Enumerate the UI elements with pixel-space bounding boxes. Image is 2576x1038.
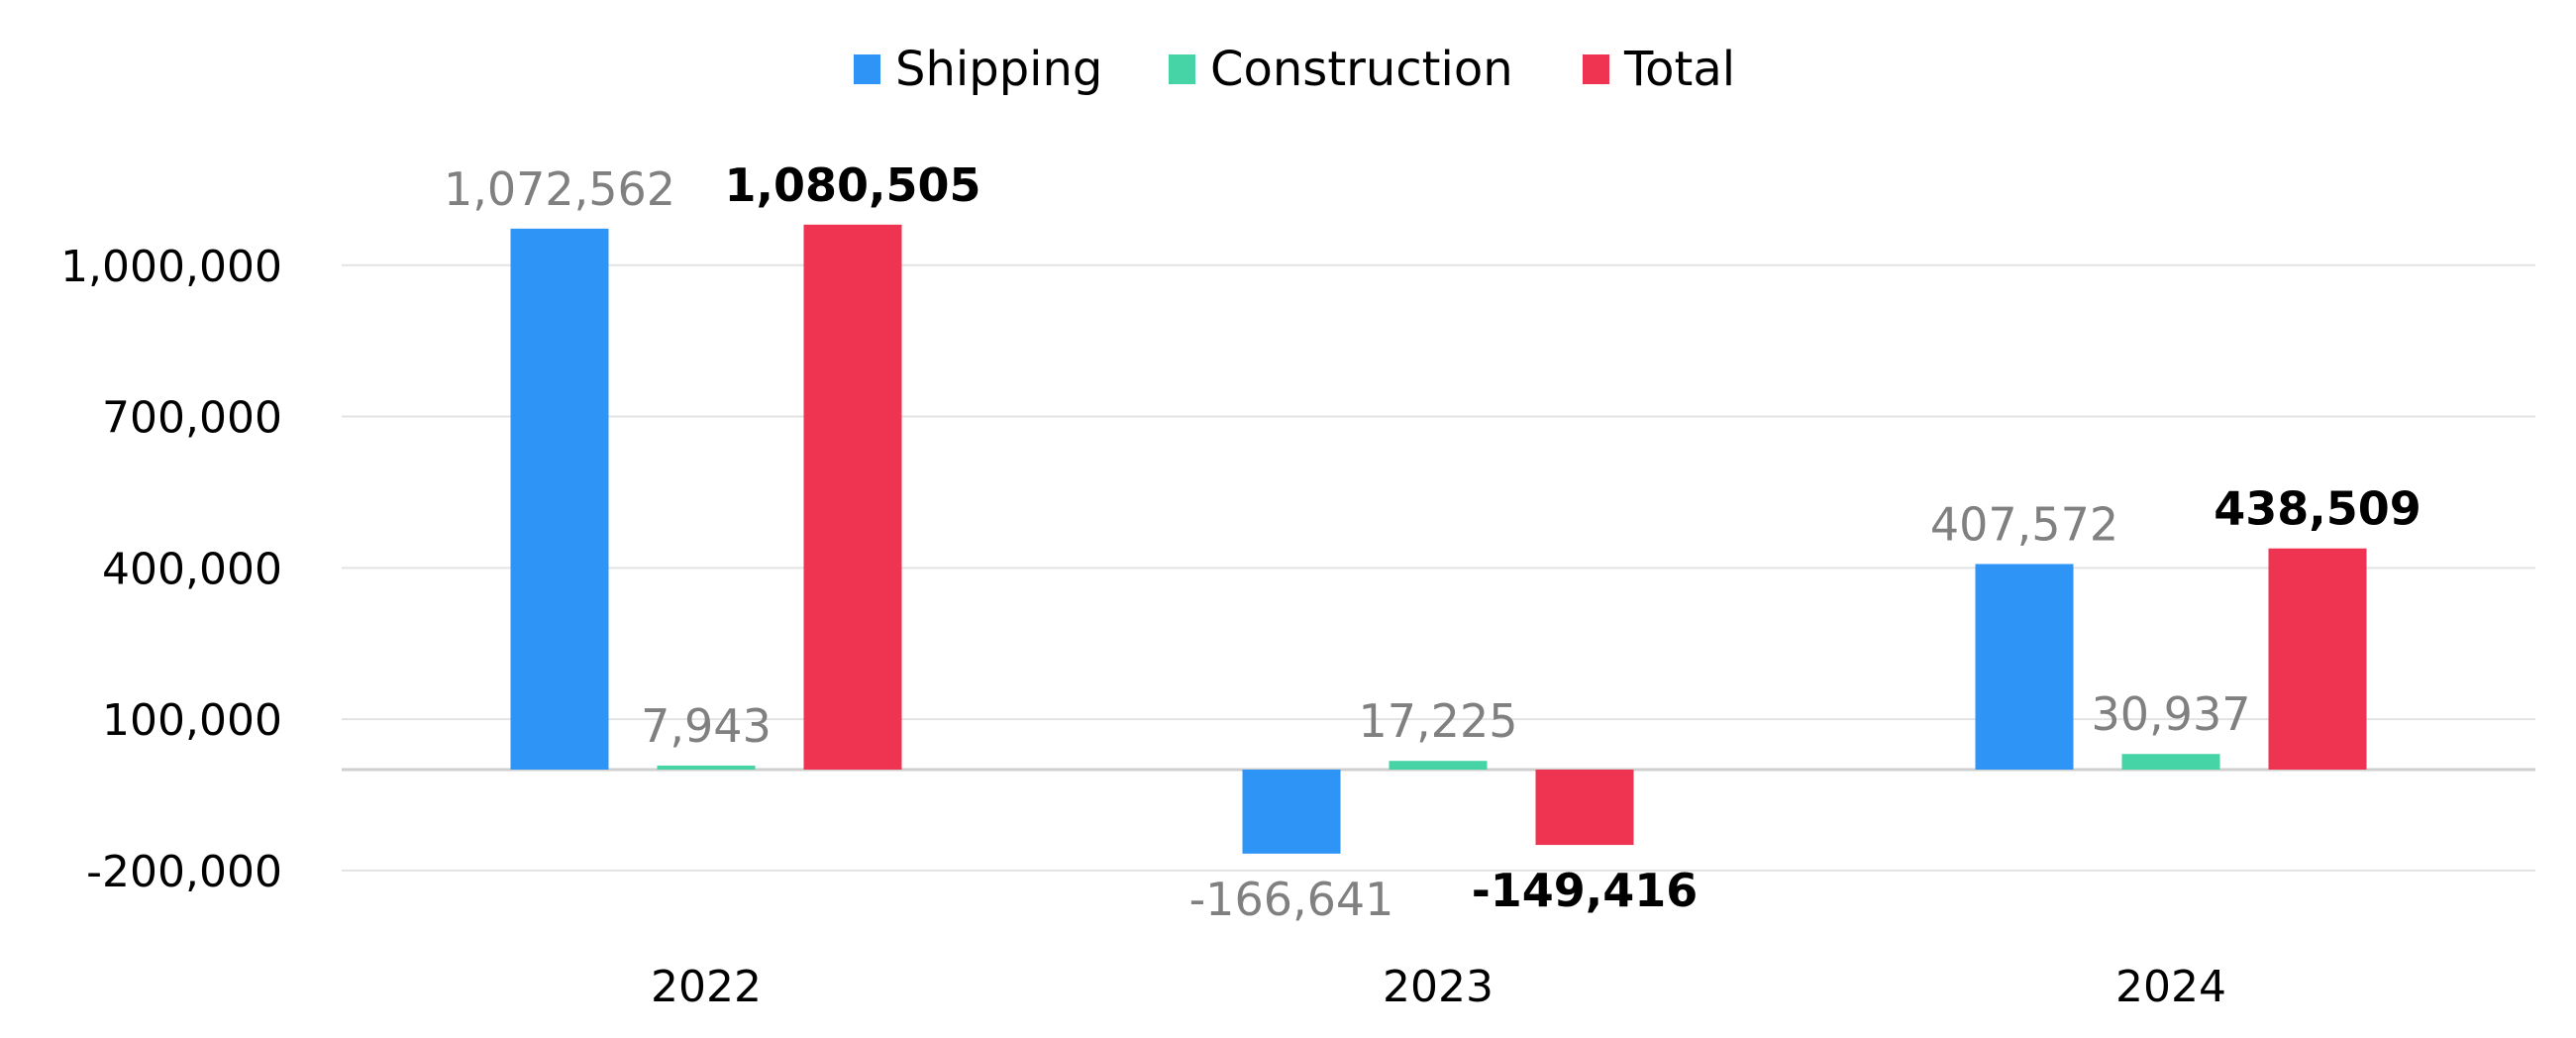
x-category-label: 2022 [651, 962, 762, 1012]
y-tick-label: 400,000 [102, 544, 282, 594]
bar-total-2023 [1535, 770, 1634, 846]
legend-swatch-construction [1169, 54, 1195, 84]
legend-swatch-total [1583, 54, 1609, 84]
y-tick-label: 100,000 [102, 695, 282, 746]
data-label-shipping-2023: -166,641 [1189, 873, 1394, 926]
legend-label-shipping: Shipping [895, 42, 1102, 97]
data-label-shipping-2024: 407,572 [1930, 497, 2118, 551]
bar-shipping-2022 [510, 228, 609, 770]
data-label-construction-2023: 17,225 [1359, 694, 1518, 748]
bar-shipping-2024 [1975, 564, 2074, 770]
legend: Shipping Construction Total [854, 42, 1735, 97]
data-label-shipping-2022: 1,072,562 [444, 162, 675, 216]
bars [510, 224, 2367, 854]
y-tick-label: 700,000 [102, 393, 282, 444]
gridlines [342, 263, 2535, 872]
data-label-total-2022: 1,080,505 [725, 158, 981, 212]
data-label-total-2024: 438,509 [2214, 482, 2421, 536]
y-axis: 1,000,000 700,000 400,000 100,000 -200,000 [60, 242, 282, 897]
x-axis: 2022 2023 2024 [651, 962, 2226, 1012]
legend-label-construction: Construction [1210, 42, 1513, 97]
data-labels: 1,072,562 7,943 1,080,505 -166,641 17,225 -14… [444, 158, 2421, 926]
legend-swatch-shipping [854, 54, 880, 84]
y-tick-label: -200,000 [86, 847, 282, 897]
y-tick-label: 1,000,000 [60, 242, 282, 292]
data-label-construction-2024: 30,937 [2092, 687, 2251, 741]
x-category-label: 2024 [2115, 962, 2226, 1012]
legend-label-total: Total [1623, 42, 1735, 97]
bar-shipping-2023 [1242, 770, 1341, 854]
bar-total-2022 [803, 224, 902, 770]
bar-construction-2024 [2121, 754, 2220, 770]
bar-construction-2022 [657, 765, 756, 770]
data-label-construction-2022: 7,943 [641, 699, 772, 753]
bar-total-2024 [2268, 548, 2367, 770]
x-category-label: 2023 [1383, 962, 1494, 1012]
data-label-total-2023: -149,416 [1472, 864, 1699, 917]
bar-construction-2023 [1389, 761, 1488, 770]
